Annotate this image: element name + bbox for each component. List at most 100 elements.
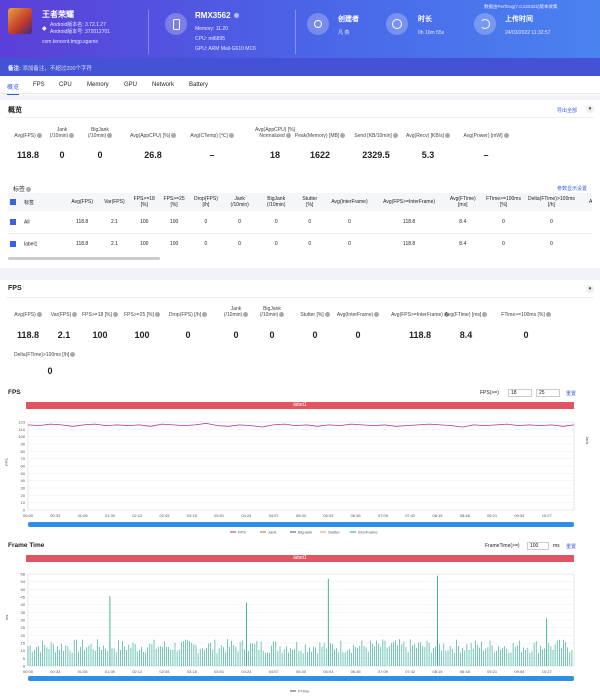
device-memory: Memory: 11.20 [195, 26, 228, 32]
overview-metric-value: 2329.5 [362, 150, 390, 160]
x-tick-label: 01:06 [78, 669, 89, 674]
x-tick-label: 02:12 [132, 669, 143, 674]
fps-metric-value: 0 [523, 330, 529, 340]
tab-cpu[interactable]: CPU [59, 82, 72, 88]
y-tick-label: 60 [21, 464, 26, 469]
note-input[interactable]: 添加备注，不超过200个字符 [22, 66, 93, 72]
x-tick-label: 02:12 [132, 513, 143, 518]
x-tick-label: 03:18 [187, 513, 198, 518]
row-checkbox[interactable] [10, 240, 16, 247]
table-header-row: 标签 Avg(FPS) Var(FPS) FPS>=18 [%] FPS>=25 [%] Dr… [8, 193, 592, 211]
table-row[interactable]: All 118.8 2.1 100 100 0 0 0 0 0 118.8 8.4 0 0 [8, 211, 592, 233]
fps-metric-value: 118.8 [16, 330, 40, 340]
android-icon: ◆ [42, 26, 47, 32]
fps-metric-label: Drop(FPS) [/h] [158, 312, 218, 318]
app-icon [8, 8, 32, 34]
creator-value: 凡 燕 [338, 30, 350, 36]
fps-metric-label: Var(FPS) [34, 312, 94, 318]
frametime-chart-title: Frame Time [8, 542, 45, 549]
fps-series-line [27, 422, 575, 428]
table-cell: label1 [8, 233, 65, 255]
duration-value: 0h 10m 55s [418, 30, 445, 36]
table-row[interactable]: label1 118.8 2.1 100 100 0 0 0 0 0 118.8 8.4 0 0 [8, 233, 592, 255]
x-tick-label: 00:00 [23, 513, 34, 518]
table-scrollbar[interactable] [8, 257, 160, 260]
y-tick-label: 40 [21, 478, 26, 483]
table-header-cell: Avg(InterFrame) [331, 199, 368, 205]
package-name: com.tencent.tmgp.sgame [42, 39, 99, 45]
note-label: 备注: [8, 66, 21, 72]
x-tick-label: 00:00 [23, 669, 34, 674]
fps-threshold-label: FPS(>=) [480, 390, 499, 396]
y-tick-label: 15 [21, 641, 26, 646]
table-header-cell: FTime>=100ms [%] [486, 196, 521, 208]
table-cell: 0 [348, 218, 351, 225]
tab-network[interactable]: Network [152, 82, 175, 88]
fps-threshold-2[interactable]: 25 [536, 389, 560, 397]
y-tick-label: 50 [21, 471, 26, 476]
y-tick-label: 20 [21, 633, 26, 638]
table-header-cell: Stutter [%] [302, 196, 318, 208]
y-tick-label: 123 [18, 420, 25, 425]
overview-metric-label: Avg(Recv) [KB/s] [398, 133, 458, 139]
export-all-button[interactable]: 导出全部 [557, 108, 578, 114]
table-cell: 100 [169, 241, 179, 247]
overview-metric-value: 0 [59, 150, 65, 160]
param-settings-link[interactable]: 参数显示设置 [557, 186, 588, 192]
select-all-checkbox[interactable] [10, 199, 16, 206]
tab-overview[interactable]: 概览 [7, 82, 20, 95]
table-cell: 8.4 [459, 218, 467, 225]
table-cell: 0 [274, 218, 278, 225]
clock-icon [386, 13, 408, 35]
fps-threshold-1[interactable]: 18 [508, 389, 532, 397]
x-tick-label: 01:39 [105, 669, 116, 674]
x-tick-label: 07:09 [378, 513, 389, 518]
table-cell: 0 [502, 218, 505, 225]
tab-fps[interactable]: FPS [33, 82, 45, 88]
labels-title: 标签 [13, 184, 32, 193]
x-tick-label: 06:03 [323, 669, 334, 674]
table-cell: 0 [238, 218, 242, 225]
fps-collapse-icon[interactable]: ▾ [586, 285, 594, 293]
fps-metric-value: 0 [269, 330, 275, 340]
fps-metric-value: 0 [185, 330, 191, 340]
collapse-icon[interactable]: ▾ [586, 105, 594, 113]
table-header-cell: BigJank (/10min) [267, 196, 286, 208]
tab-battery[interactable]: Battery [189, 82, 209, 88]
x-tick-label: 09:21 [487, 513, 498, 518]
fps-reset-button[interactable]: 重置 [566, 391, 577, 397]
x-tick-label: 04:57 [269, 669, 280, 674]
frametime-chart: Frame Time FrameTime(>=) 100 ms 重置 label… [0, 540, 600, 699]
overview-metric-label: Jank (/10min) [32, 127, 92, 139]
fps-metric-label: FTime>=100ms [%] [496, 312, 556, 318]
table-header-cell: Avg(FTime) [ms] [449, 196, 476, 208]
overview-metric-label: Peak(Memory) [MB] [290, 133, 350, 139]
tab-memory[interactable]: Memory [87, 82, 109, 88]
labels-table: 标签 Avg(FPS) Var(FPS) FPS>=18 [%] FPS>=25 [%] Dr… [8, 193, 592, 255]
x-tick-label: 08:48 [460, 513, 471, 518]
overview-metric-value: 0 [97, 150, 103, 160]
x-tick-label: 07:42 [405, 669, 416, 674]
table-cell: 0 [550, 241, 553, 247]
fps-section: FPS ▾ Avg(FPS) 118.8 Var(FPS) 2.1 FPS>=18 [%… [0, 280, 600, 380]
x-tick-label: 03:51 [214, 513, 225, 518]
device-name: RMX3562 [195, 11, 239, 20]
table-cell: 100 [169, 218, 179, 225]
tab-gpu[interactable]: GPU [124, 82, 138, 88]
table-header-cell: Avg(FPS) [71, 199, 93, 205]
frametime-reset-button[interactable]: 重置 [566, 544, 577, 550]
frametime-range-slider[interactable] [28, 676, 574, 681]
frametime-threshold-input[interactable]: 100 [527, 542, 549, 550]
x-tick-label: 05:30 [296, 513, 307, 518]
info-icon [233, 13, 239, 19]
legend-label: InterFrame [358, 530, 378, 535]
x-tick-label: 00:33 [50, 669, 61, 674]
table-cell: 118.8 [76, 218, 89, 225]
fps-metric-label: Avg(FTime) [ms] [436, 312, 496, 318]
fps-section-title: FPS [8, 285, 22, 292]
row-checkbox[interactable] [10, 218, 16, 225]
app-name: 王者荣耀 [42, 10, 74, 19]
y-tick-label: 30 [21, 618, 26, 623]
fps-range-slider[interactable] [28, 522, 574, 527]
